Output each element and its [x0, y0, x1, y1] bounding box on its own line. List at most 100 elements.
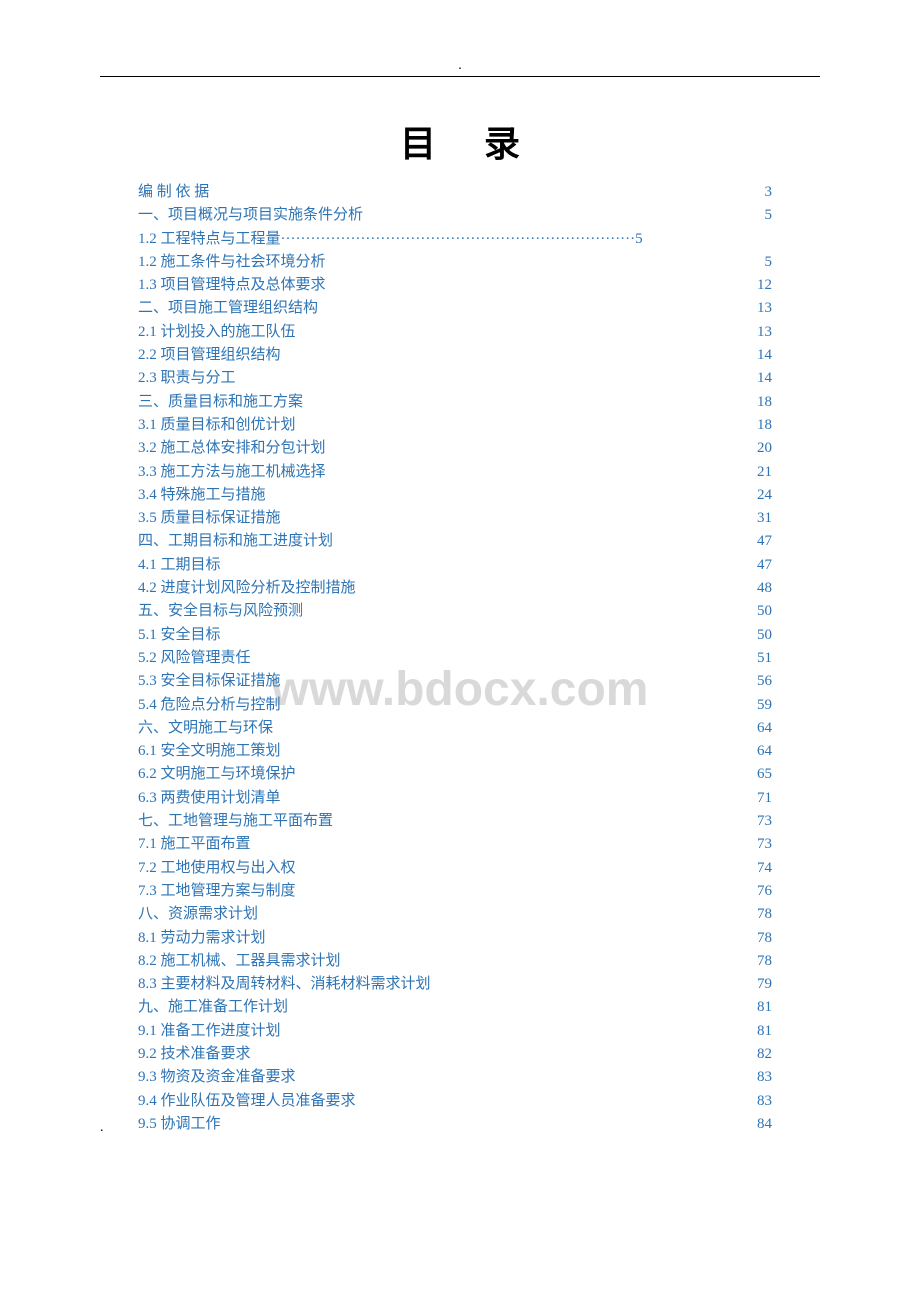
- toc-entry-page: 20: [757, 437, 772, 460]
- toc-entry-page: 5: [765, 204, 773, 227]
- toc-entry-label: 1.2 工程特点与工程量: [138, 228, 281, 251]
- toc-entry-page: 84: [757, 1113, 772, 1136]
- toc-entry[interactable]: 编 制 依 据3: [138, 181, 772, 204]
- toc-entry[interactable]: 5.1 安全目标50: [138, 624, 772, 647]
- toc-entry-page: 5: [635, 228, 643, 251]
- toc-entry-page: 14: [757, 344, 772, 367]
- toc-entry[interactable]: 9.3 物资及资金准备要求83: [138, 1066, 772, 1089]
- toc-entry-page: 13: [757, 321, 772, 344]
- toc-entry[interactable]: 7.3 工地管理方案与制度 76: [138, 880, 772, 903]
- toc-entry-label: 3.1 质量目标和创优计划: [138, 414, 296, 437]
- toc-entry[interactable]: 七、工地管理与施工平面布置 73: [138, 810, 772, 833]
- toc-entry-page: 13: [757, 297, 772, 320]
- toc-entry-page: 73: [757, 810, 772, 833]
- header-dot: .: [100, 58, 820, 74]
- toc-entry-label: 二、项目施工管理组织结构: [138, 297, 318, 320]
- toc-entry-label: 三、质量目标和施工方案: [138, 391, 303, 414]
- toc-entry-page: 48: [757, 577, 772, 600]
- toc-entry[interactable]: 3.1 质量目标和创优计划 18: [138, 414, 772, 437]
- toc-entry[interactable]: 9.4 作业队伍及管理人员准备要求 83: [138, 1090, 772, 1113]
- toc-entry[interactable]: 7.2 工地使用权与出入权 74: [138, 857, 772, 880]
- toc-entry[interactable]: 4.1 工期目标47: [138, 554, 772, 577]
- toc-entry-label: 七、工地管理与施工平面布置: [138, 810, 333, 833]
- toc-entry-page: 21: [757, 461, 772, 484]
- toc-entry[interactable]: 5.2 风险管理责任51: [138, 647, 772, 670]
- toc-entry-page: 81: [757, 996, 772, 1019]
- toc-entry[interactable]: 6.1 安全文明施工策划64: [138, 740, 772, 763]
- toc-entry[interactable]: 5.4 危险点分析与控制59: [138, 694, 772, 717]
- toc-entry-label: 一、项目概况与项目实施条件分析: [138, 204, 363, 227]
- toc-entry-page: 78: [757, 903, 772, 926]
- toc-entry-page: 31: [757, 507, 772, 530]
- toc-entry[interactable]: 二、项目施工管理组织结构 13: [138, 297, 772, 320]
- toc-entry-page: 71: [757, 787, 772, 810]
- toc-entry[interactable]: 三、质量目标和施工方案 18: [138, 391, 772, 414]
- toc-entry-label: 2.3 职责与分工: [138, 367, 236, 390]
- toc-entry[interactable]: 1.3 项目管理特点及总体要求 12: [138, 274, 772, 297]
- toc-entry-page: 12: [757, 274, 772, 297]
- toc-entry[interactable]: 5.3 安全目标保证措施56: [138, 670, 772, 693]
- toc-entry[interactable]: 7.1 施工平面布置73: [138, 833, 772, 856]
- toc-entry-page: 18: [757, 414, 772, 437]
- toc-entry-page: 83: [757, 1090, 772, 1113]
- toc-entry-label: 4.1 工期目标: [138, 554, 221, 577]
- toc-entry-label: 9.2 技术准备要求: [138, 1043, 251, 1066]
- toc-entry[interactable]: 2.3 职责与分工 14: [138, 367, 772, 390]
- toc-entry-label: 6.3 两费使用计划清单: [138, 787, 281, 810]
- toc-entry-label: 2.1 计划投入的施工队伍: [138, 321, 296, 344]
- toc-entry-page: 81: [757, 1020, 772, 1043]
- toc-entry-page: 79: [757, 973, 772, 996]
- toc-entry-page: 59: [757, 694, 772, 717]
- content-layer: 目录 编 制 依 据3一、项目概况与项目实施条件分析 51.2 工程特点与工程量·…: [100, 115, 820, 1136]
- toc-entry-label: 3.2 施工总体安排和分包计划: [138, 437, 326, 460]
- toc-entry[interactable]: 1.2 工程特点与工程量····························…: [138, 228, 772, 251]
- toc-entry-label: 1.2 施工条件与社会环境分析: [138, 251, 326, 274]
- toc-entry[interactable]: 2.2 项目管理组织结构 14: [138, 344, 772, 367]
- toc-entry-label: 7.3 工地管理方案与制度: [138, 880, 296, 903]
- toc-entry-page: 51: [757, 647, 772, 670]
- toc-entry[interactable]: 6.3 两费使用计划清单 71: [138, 787, 772, 810]
- toc-entry[interactable]: 8.2 施工机械、工器具需求计划78: [138, 950, 772, 973]
- toc-entry[interactable]: 8.1 劳动力需求计划78: [138, 927, 772, 950]
- toc-entry-label: 3.4 特殊施工与措施: [138, 484, 266, 507]
- toc-entry-page: 76: [757, 880, 772, 903]
- toc-entry[interactable]: 四、工期目标和施工进度计划47: [138, 530, 772, 553]
- page-title: 目录: [100, 115, 820, 167]
- toc-entry-label: 7.2 工地使用权与出入权: [138, 857, 296, 880]
- toc-entry[interactable]: 八、资源需求计划 78: [138, 903, 772, 926]
- toc-entry-page: 3: [765, 181, 773, 204]
- toc-entry-label: 9.3 物资及资金准备要求: [138, 1066, 296, 1089]
- toc-entry[interactable]: 六、文明施工与环保64: [138, 717, 772, 740]
- toc-entry[interactable]: 3.4 特殊施工与措施24: [138, 484, 772, 507]
- toc-entry-label: 九、施工准备工作计划: [138, 996, 288, 1019]
- toc-entry-page: 65: [757, 763, 772, 786]
- toc-entry[interactable]: 一、项目概况与项目实施条件分析 5: [138, 204, 772, 227]
- toc-entry-label: 1.3 项目管理特点及总体要求: [138, 274, 326, 297]
- toc-entry[interactable]: 8.3 主要材料及周转材料、消耗材料需求计划79: [138, 973, 772, 996]
- toc-entry-label: 9.4 作业队伍及管理人员准备要求: [138, 1090, 356, 1113]
- toc-entry-page: 18: [757, 391, 772, 414]
- toc-entry[interactable]: 九、施工准备工作计划 81: [138, 996, 772, 1019]
- toc-entry-label: 9.1 准备工作进度计划: [138, 1020, 281, 1043]
- toc-entry-label: 6.1 安全文明施工策划: [138, 740, 281, 763]
- toc-entry[interactable]: 9.2 技术准备要求 82: [138, 1043, 772, 1066]
- toc-entry-page: 74: [757, 857, 772, 880]
- toc-entry-label: 6.2 文明施工与环境保护: [138, 763, 296, 786]
- toc-entry-label: 3.3 施工方法与施工机械选择: [138, 461, 326, 484]
- toc-entry[interactable]: 9.1 准备工作进度计划 81: [138, 1020, 772, 1043]
- toc-entry[interactable]: 2.1 计划投入的施工队伍 13: [138, 321, 772, 344]
- toc-entry[interactable]: 1.2 施工条件与社会环境分析5: [138, 251, 772, 274]
- toc-entry-label: 八、资源需求计划: [138, 903, 258, 926]
- toc-entry[interactable]: 五、安全目标与风险预测50: [138, 600, 772, 623]
- toc-entry-label: 五、安全目标与风险预测: [138, 600, 303, 623]
- toc-entry-page: 14: [757, 367, 772, 390]
- toc-entry-label: 2.2 项目管理组织结构: [138, 344, 281, 367]
- toc-entry[interactable]: 9.5 协调工作84: [138, 1113, 772, 1136]
- toc-entry[interactable]: 6.2 文明施工与环境保护 65: [138, 763, 772, 786]
- toc-entry[interactable]: 3.3 施工方法与施工机械选择 21: [138, 461, 772, 484]
- toc-entry[interactable]: 3.2 施工总体安排和分包计划 20: [138, 437, 772, 460]
- toc-entry-page: 82: [757, 1043, 772, 1066]
- toc-entry-label: 8.1 劳动力需求计划: [138, 927, 266, 950]
- toc-entry[interactable]: 4.2 进度计划风险分析及控制措施48: [138, 577, 772, 600]
- toc-entry[interactable]: 3.5 质量目标保证措施31: [138, 507, 772, 530]
